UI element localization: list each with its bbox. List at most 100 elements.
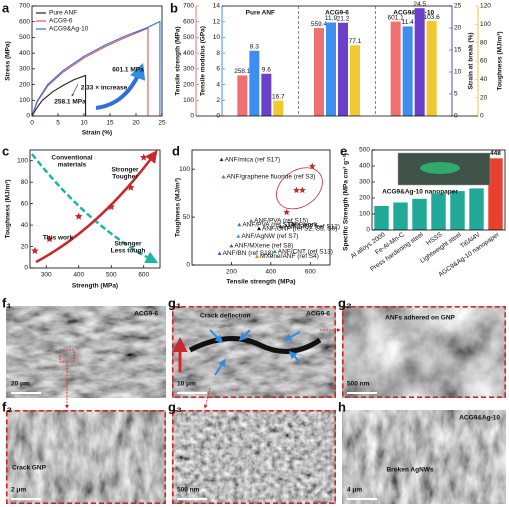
point — [229, 243, 234, 248]
micrograph — [172, 306, 336, 398]
star-point — [126, 183, 135, 191]
y-tick-label: 4 — [216, 81, 220, 88]
legend-label: ACG9&Ag-10 — [49, 26, 89, 33]
point — [255, 254, 260, 258]
trend-arrow — [31, 153, 159, 264]
annotation: ACG9&Ag-10 nanopaper — [382, 189, 458, 196]
y-tick-label: 0 — [24, 265, 28, 272]
value-label: 258.1 — [234, 68, 251, 75]
annotation: Conventional — [51, 155, 92, 162]
y-tick-label: 120 — [480, 3, 491, 10]
y-tick-label: 20 — [454, 25, 462, 32]
y-tick-label: 700 — [183, 3, 194, 10]
crack — [188, 336, 322, 354]
plot-frame — [31, 5, 163, 117]
micrograph-label: ANFs adhered on GNP — [385, 315, 455, 322]
scale-bar-label: 500 nm — [177, 487, 200, 494]
panel-letter: d — [172, 143, 180, 158]
point-label: ANF/AgNW (ref S7) — [241, 233, 298, 240]
panel-letter: c — [2, 143, 9, 158]
axis-title: Toughness (MJ/m³) — [175, 178, 182, 237]
annotation: 258.1 MPa — [54, 99, 86, 106]
y-tick-label: 14 — [213, 3, 221, 10]
y-tick-label: 50 — [183, 214, 191, 221]
value-label: 103.6 — [424, 14, 441, 21]
annotation: 2.33 × increase — [81, 85, 128, 92]
point — [249, 218, 254, 223]
y-tick-label: 500 — [359, 147, 370, 154]
bar — [314, 28, 324, 117]
point-label: ANF/PVA (ref S14) — [242, 221, 296, 228]
bar — [402, 26, 413, 116]
y-tick-label: 600 — [19, 18, 30, 25]
annotation: Stronger — [111, 167, 139, 174]
y-tick-label: 10 — [454, 69, 462, 76]
x-tick-label: 600 — [138, 272, 149, 279]
value-label: 448 — [490, 150, 501, 157]
bar — [237, 75, 248, 116]
star-point — [293, 186, 300, 194]
y-tick-label: 500 — [183, 34, 194, 41]
y-tick-label: 200 — [359, 195, 370, 202]
bar — [426, 21, 437, 116]
x-tick-label: 15 — [106, 120, 114, 127]
point — [219, 157, 224, 162]
point — [237, 222, 242, 227]
y-tick-label: 300 — [359, 179, 370, 186]
value-label: 16.7 — [272, 93, 285, 100]
y-tick-label: 300 — [183, 66, 194, 73]
x-axis-title: Strength (MPa) — [72, 283, 118, 290]
bar — [249, 50, 260, 116]
point-label: ANF/BN (ref S18) — [223, 250, 274, 257]
y-tick-label: 100 — [19, 97, 30, 104]
y-tick-label: 20 — [480, 94, 488, 101]
x-tick-label: 5 — [56, 120, 60, 127]
value-label: 21.2 — [337, 15, 350, 22]
value-label: 8.3 — [250, 44, 259, 51]
y-tick-label: 10 — [213, 34, 221, 41]
point-label: MXene/ANF (ref S4) — [260, 253, 319, 260]
category-label: ACG9&Ag-10 — [393, 10, 434, 17]
panel-letter: a — [2, 0, 10, 15]
bar — [450, 191, 465, 230]
value-label: 11.4 — [402, 19, 415, 26]
scale-bar-label: 500 nm — [347, 381, 370, 388]
y-tick-label: 100 — [179, 166, 190, 173]
line-series — [31, 74, 87, 117]
scale-bar-label: 10 μm — [177, 381, 196, 388]
legend-label: Pure ANF — [49, 10, 77, 17]
point — [272, 249, 277, 254]
line-series — [31, 20, 161, 117]
x-tick-label: 600 — [305, 269, 316, 276]
y-tick-label: 400 — [19, 50, 30, 57]
y-tick-label: 200 — [183, 81, 194, 88]
bar — [374, 206, 389, 230]
deflection-arrow — [209, 329, 224, 344]
deflection-arrow — [238, 329, 251, 342]
bar — [393, 202, 408, 230]
plot-frame — [29, 149, 161, 269]
value-label: 559.4 — [311, 21, 328, 28]
point-label: ANF/PVA (ref S15) — [254, 218, 308, 225]
star-point — [308, 162, 316, 170]
deflection-arrow — [288, 350, 301, 363]
micrograph — [342, 306, 506, 398]
zoom-connector — [203, 387, 211, 409]
point — [278, 224, 283, 229]
increase-arrow — [95, 62, 146, 110]
star-point — [283, 208, 290, 216]
y-tick-label: 6 — [216, 66, 220, 73]
y-tick-label: 300 — [19, 66, 30, 73]
x-tick-label: 10 — [80, 120, 88, 127]
bar — [261, 73, 272, 116]
micrograph-label: Broken AgNWs — [386, 467, 433, 474]
trend-arrow — [35, 149, 158, 264]
point — [257, 226, 262, 231]
annotation: Less tough — [111, 248, 146, 255]
category-label: ACG9-6 — [325, 10, 349, 17]
value-label: 24.5 — [413, 1, 426, 8]
panel-letter: f₂ — [2, 399, 12, 414]
y-tick-label: 0 — [366, 227, 370, 234]
value-label: 77.1 — [349, 38, 362, 45]
y-tick-label: 5 — [454, 91, 458, 98]
